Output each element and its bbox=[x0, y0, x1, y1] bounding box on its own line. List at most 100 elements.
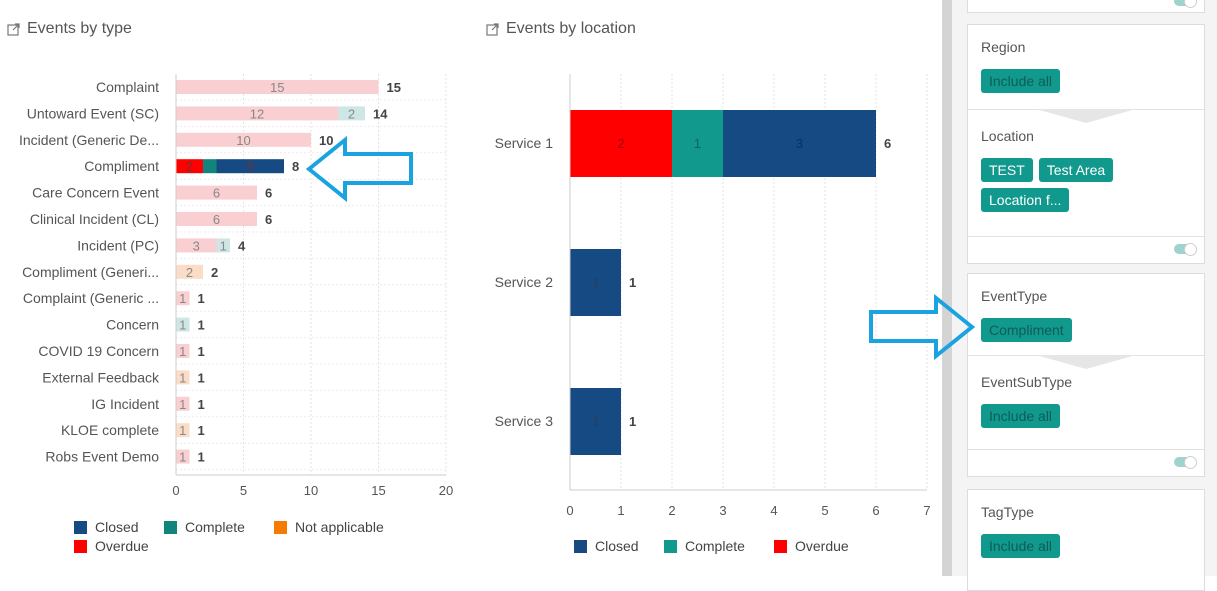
bar-segment-label: 1 bbox=[592, 414, 599, 429]
filter-panel: Region Include all Location TEST Test Ar… bbox=[952, 0, 1217, 591]
bar-segment-service-2-closed bbox=[570, 249, 621, 316]
category-label-service-2: Service 2 bbox=[495, 274, 554, 290]
bar-segment-clinical-incident-cl-overdue bbox=[176, 212, 257, 226]
filter-toggle[interactable] bbox=[1174, 456, 1197, 469]
bar-total-label: 1 bbox=[198, 450, 205, 465]
x-tick-label: 15 bbox=[371, 483, 385, 498]
expand-icon[interactable] bbox=[486, 22, 500, 36]
bar-total-label: 2 bbox=[211, 265, 218, 280]
bar-total-label: 6 bbox=[265, 186, 272, 201]
x-tick-label: 6 bbox=[872, 503, 879, 518]
bar-segment-label: 1 bbox=[179, 423, 186, 438]
x-tick-label: 1 bbox=[617, 503, 624, 518]
region-include-all-chip[interactable]: Include all bbox=[981, 69, 1061, 93]
expand-icon[interactable] bbox=[7, 22, 21, 36]
x-tick-label: 7 bbox=[923, 503, 930, 518]
bar-segment-label: 3 bbox=[796, 136, 803, 151]
bar-segment-service-1-closed bbox=[723, 110, 876, 177]
category-label-service-1: Service 1 bbox=[495, 135, 554, 151]
bar-segment-label: 6 bbox=[213, 212, 220, 227]
filter-toggle[interactable] bbox=[1174, 0, 1197, 8]
category-label-kloe-complete: KLOE complete bbox=[61, 422, 159, 438]
bar-segment-compliment-complete bbox=[203, 159, 217, 174]
category-label-external-feedback: External Feedback bbox=[42, 369, 160, 385]
tagtype-label: TagType bbox=[981, 504, 1034, 520]
bar-total-label: 15 bbox=[387, 80, 401, 95]
bar-total-label: 10 bbox=[319, 133, 333, 148]
events-by-location-title-text: Events by location bbox=[506, 20, 636, 37]
bar-segment-label: 1 bbox=[179, 450, 186, 465]
panel-divider[interactable] bbox=[942, 0, 952, 576]
legend-item-complete[interactable]: Complete bbox=[664, 538, 745, 554]
eventsubtype-include-all-chip[interactable]: Include all bbox=[981, 404, 1061, 428]
events-by-type-title-text: Events by type bbox=[27, 20, 132, 37]
bar-segment-label: 6 bbox=[213, 186, 220, 201]
bar-total-label: 1 bbox=[198, 423, 205, 438]
bar-segment-label: 5 bbox=[247, 159, 254, 174]
events-by-type-title[interactable]: Events by type bbox=[7, 20, 132, 38]
bar-segment-complaint-generic-overdue bbox=[176, 291, 190, 306]
legend-label-closed: Closed bbox=[595, 538, 639, 554]
bar-segment-incident-pc-complete bbox=[216, 238, 230, 253]
legend-item-closed[interactable]: Closed bbox=[574, 538, 639, 554]
legend-swatch-not-applicable bbox=[274, 520, 287, 534]
category-label-compliment-generi: Compliment (Generi... bbox=[22, 264, 159, 280]
bar-total-label: 1 bbox=[198, 291, 205, 306]
legend-label-complete: Complete bbox=[185, 519, 245, 535]
bar-total-label: 1 bbox=[629, 414, 636, 429]
bar-segment-label: 3 bbox=[193, 238, 200, 253]
category-label-complaint-generic: Complaint (Generic ... bbox=[23, 290, 159, 306]
bar-total-label: 1 bbox=[198, 344, 205, 359]
bar-segment-concern-complete bbox=[176, 317, 190, 332]
category-label-ig-incident: IG Incident bbox=[91, 396, 159, 412]
tagtype-include-all-chip[interactable]: Include all bbox=[981, 534, 1061, 558]
bar-total-label: 4 bbox=[238, 238, 246, 253]
bar-segment-label: 2 bbox=[617, 136, 624, 151]
x-tick-label: 5 bbox=[240, 483, 247, 498]
x-tick-label: 3 bbox=[719, 503, 726, 518]
legend-swatch-complete bbox=[164, 520, 177, 534]
eventtype-label: EventType bbox=[981, 288, 1048, 304]
bar-total-label: 1 bbox=[198, 318, 205, 333]
filter-card-eventtype: EventType Compliment EventSubType Includ… bbox=[967, 273, 1205, 477]
legend-item-closed[interactable]: Closed bbox=[74, 519, 139, 535]
bar-segment-compliment-generi-not-applicable bbox=[176, 264, 203, 279]
filter-card-tagtype: TagType Include all bbox=[967, 489, 1205, 591]
eventtype-chip-compliment[interactable]: Compliment bbox=[981, 318, 1072, 342]
bar-segment-robs-event-demo-overdue bbox=[176, 449, 190, 464]
bar-segment-kloe-complete-not-applicable bbox=[176, 423, 190, 438]
filter-card-partial bbox=[967, 0, 1205, 13]
legend-item-overdue[interactable]: Overdue bbox=[74, 538, 149, 554]
bar-segment-label: 12 bbox=[250, 106, 264, 121]
x-tick-label: 2 bbox=[668, 503, 675, 518]
category-label-compliment: Compliment bbox=[84, 158, 159, 174]
bar-segment-complaint-overdue bbox=[176, 80, 379, 94]
legend-item-overdue[interactable]: Overdue bbox=[774, 538, 849, 554]
location-chip-test-area[interactable]: Test Area bbox=[1038, 158, 1114, 182]
legend-swatch-closed bbox=[574, 539, 587, 553]
events-by-location-title[interactable]: Events by location bbox=[486, 20, 636, 38]
legend-item-complete[interactable]: Complete bbox=[164, 519, 245, 535]
bar-segment-label: 1 bbox=[179, 397, 186, 412]
location-label: Location bbox=[981, 128, 1034, 144]
location-chip-test[interactable]: TEST bbox=[981, 158, 1033, 182]
category-label-concern: Concern bbox=[106, 317, 159, 333]
bar-segment-label: 2 bbox=[186, 159, 193, 174]
legend-item-not-applicable[interactable]: Not applicable bbox=[274, 519, 384, 535]
location-chip-location-f[interactable]: Location f... bbox=[981, 188, 1070, 212]
x-tick-label: 20 bbox=[439, 483, 453, 498]
x-tick-label: 4 bbox=[770, 503, 777, 518]
bar-segment-label: 1 bbox=[220, 238, 227, 253]
bar-segment-incident-pc-overdue bbox=[176, 238, 217, 253]
bar-segment-ig-incident-overdue bbox=[176, 396, 190, 411]
category-label-robs-event-demo: Robs Event Demo bbox=[45, 449, 159, 465]
bar-segment-compliment-overdue bbox=[176, 159, 203, 174]
bar-total-label: 1 bbox=[629, 275, 636, 290]
bar-segment-service-3-closed bbox=[570, 388, 621, 455]
category-label-clinical-incident-cl: Clinical Incident (CL) bbox=[30, 211, 159, 227]
filter-toggle[interactable] bbox=[1174, 243, 1197, 256]
category-label-incident-pc: Incident (PC) bbox=[77, 237, 159, 253]
bar-segment-label: 1 bbox=[179, 291, 186, 306]
category-label-incident-generic-de: Incident (Generic De... bbox=[19, 132, 159, 148]
